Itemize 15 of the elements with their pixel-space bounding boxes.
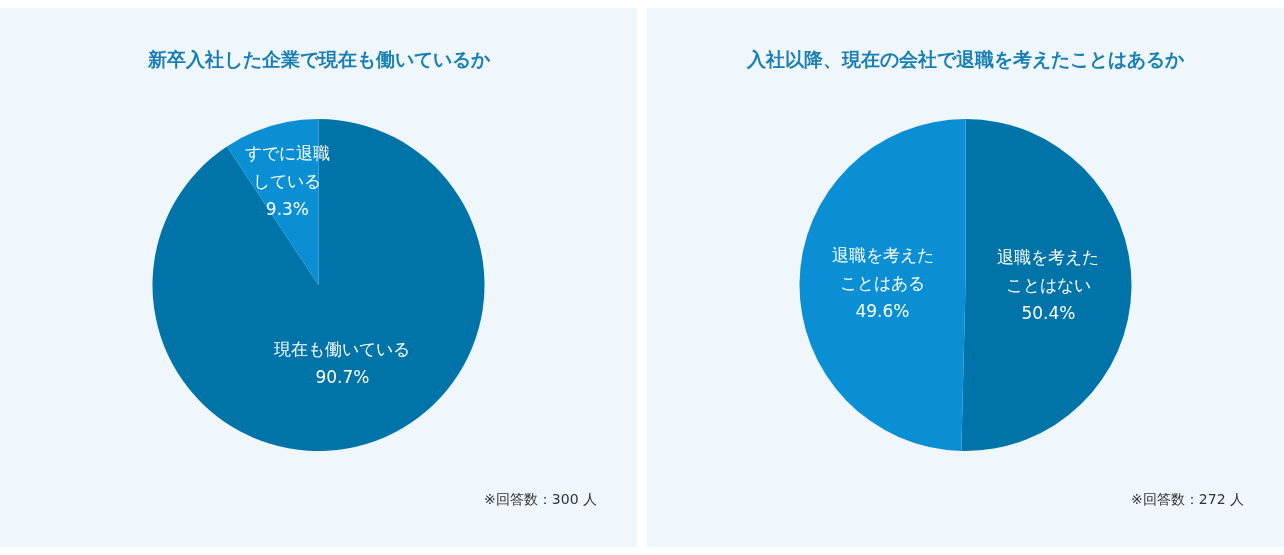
slice-label: すでに退職している	[244, 142, 330, 191]
text: ※回答数：272 人	[1131, 491, 1244, 507]
chart-title: 入社以降、現在の会社で退職を考えたことはあるか	[746, 47, 1185, 70]
text: ※回答数：300 人	[484, 491, 597, 507]
data-label: 9.3%	[265, 198, 310, 219]
pie-slice	[961, 119, 1132, 451]
slice-label: 退職を考えたことはある	[831, 244, 934, 293]
data-label: 50.4%	[1021, 303, 1076, 324]
pie-slice	[799, 119, 966, 451]
data-label: 90.7%	[315, 367, 370, 388]
chart-title: 新卒入社した企業で現在も働いているか	[146, 47, 491, 70]
pie-slice	[152, 119, 485, 451]
data-label: 49.6%	[855, 300, 910, 321]
slice-label: 現在も働いている	[274, 339, 411, 360]
slice-label: 退職を考えたことはない	[997, 247, 1100, 296]
